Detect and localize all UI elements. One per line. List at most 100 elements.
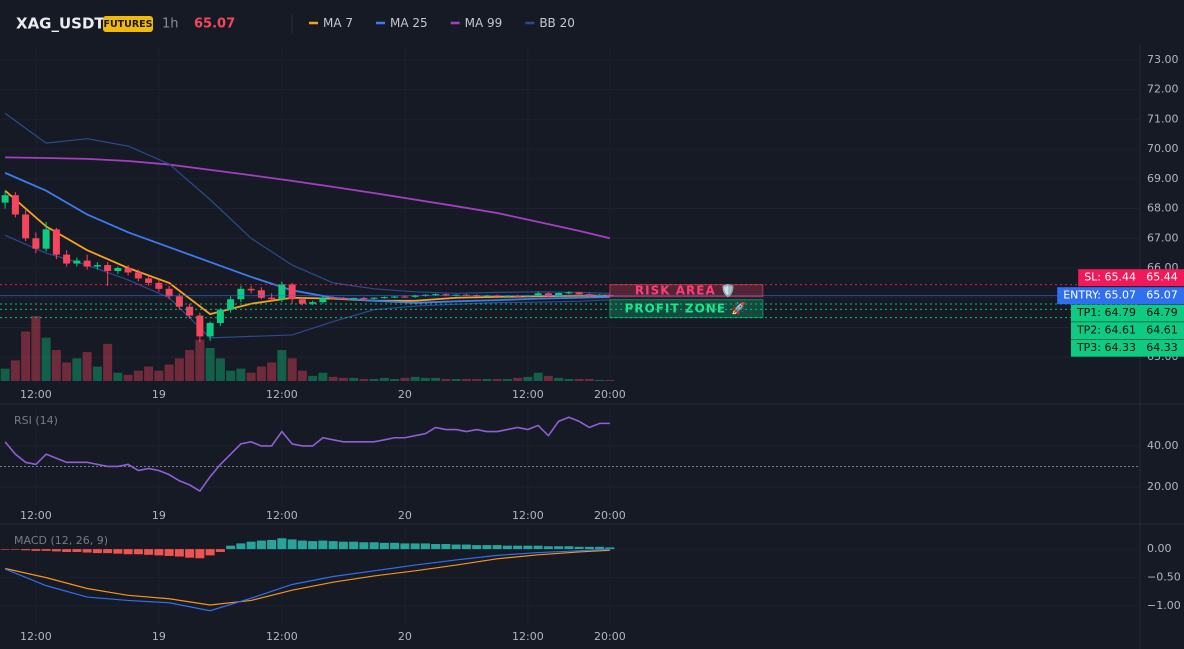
y-tick-label: −0.50: [1147, 571, 1181, 584]
moving-average: [4, 172, 610, 304]
signal-line: [4, 549, 610, 606]
pane-title: RSI (14): [14, 414, 58, 427]
y-tick-label: 72.00: [1147, 83, 1179, 96]
volume-bar: [72, 358, 82, 381]
volume-bar: [174, 358, 184, 381]
x-tick-label: 12:00: [512, 509, 544, 522]
level-price-bg: [1140, 269, 1184, 287]
volume-bar: [584, 378, 594, 381]
candle-body: [32, 238, 40, 249]
histogram-bar: [308, 541, 318, 550]
volume-bar: [513, 377, 523, 381]
volume-bar: [185, 350, 195, 381]
histogram-bar: [41, 549, 51, 551]
volume-bar: [390, 378, 400, 381]
histogram-bar: [103, 549, 113, 554]
legend: MA 7 MA 25 MA 99 BB 20: [309, 16, 575, 30]
histogram-bar: [574, 546, 584, 550]
zone-label: RISK AREA 🛡️: [635, 284, 737, 298]
candle-body: [257, 290, 265, 298]
x-tick-label: 20:00: [594, 388, 626, 401]
pane-title: MACD (12, 26, 9): [14, 534, 108, 547]
y-tick-label: 69.00: [1147, 172, 1179, 185]
histogram-bar: [420, 543, 430, 550]
volume-bar: [31, 316, 41, 381]
level-price: 64.61: [1146, 324, 1178, 337]
x-tick-label: 19: [152, 388, 166, 401]
x-tick-label: 20:00: [594, 630, 626, 643]
candle-body: [104, 265, 112, 271]
bollinger-band: [4, 112, 610, 294]
histogram-bar: [92, 549, 102, 554]
volume-bar: [92, 366, 102, 381]
y-tick-label: 0.00: [1147, 542, 1172, 555]
histogram-bar: [72, 549, 82, 552]
histogram-bar: [349, 541, 359, 550]
zone: [609, 284, 764, 298]
legend-label: MA 25: [390, 16, 428, 30]
histogram-bar: [174, 549, 184, 557]
volume-bar: [113, 372, 123, 381]
volume-bar: [472, 378, 482, 381]
zone-label: PROFIT ZONE 🚀: [625, 302, 748, 316]
candle-body: [134, 272, 142, 279]
volume-bar: [338, 377, 348, 381]
candle-body: [585, 294, 593, 296]
volume-bar: [82, 352, 92, 381]
volume-bar: [574, 378, 584, 381]
y-tick-label: 40.00: [1147, 439, 1179, 452]
histogram-bar: [185, 549, 195, 558]
volume-bar: [523, 376, 533, 381]
level-price-bg: [1140, 339, 1184, 357]
candle-body: [370, 297, 378, 299]
candle-body: [216, 309, 224, 324]
candle-body: [22, 214, 30, 239]
volume-bar: [195, 339, 205, 381]
macd-line: [4, 548, 610, 612]
histogram-bar: [267, 539, 277, 550]
volume-bar: [451, 378, 461, 381]
volume-bar: [410, 376, 420, 381]
candle-body: [288, 284, 296, 300]
candle-body: [247, 288, 255, 291]
y-tick-label: 73.00: [1147, 53, 1179, 66]
level-price-bg: [1140, 322, 1184, 340]
volume-bar: [369, 378, 379, 381]
y-tick-label: 20.00: [1147, 480, 1179, 493]
candle-body: [565, 292, 573, 294]
volume-bar: [492, 378, 502, 381]
candle-body: [380, 297, 388, 299]
volume-bar: [133, 370, 143, 381]
candle-body: [114, 268, 122, 271]
volume-bar: [441, 378, 451, 381]
x-tick-label: 12:00: [266, 388, 298, 401]
candle-body: [329, 297, 337, 299]
candle-body: [534, 293, 542, 296]
candle-body: [278, 284, 286, 300]
histogram-bar: [554, 546, 564, 550]
candle-body: [360, 298, 368, 300]
level-label-bg: [1057, 287, 1140, 305]
histogram-bar: [513, 545, 523, 550]
symbol: XAG_USDT: [16, 15, 105, 33]
histogram-bar: [410, 543, 420, 550]
volume-bar: [431, 377, 441, 381]
candle-body: [155, 282, 163, 289]
legend-label: MA 7: [323, 16, 353, 30]
candle-body: [298, 299, 306, 304]
level-label-bg: [1070, 339, 1140, 357]
histogram-bar: [502, 545, 512, 550]
candle-body: [1, 195, 9, 203]
histogram-bar: [62, 549, 72, 552]
histogram-bar: [287, 539, 297, 550]
volume-bar: [420, 377, 430, 381]
candle-body: [196, 315, 204, 337]
histogram-bar: [164, 549, 174, 556]
histogram-bar: [461, 544, 471, 550]
legend-label: MA 99: [465, 16, 503, 30]
histogram-bar: [133, 549, 143, 555]
histogram-bar: [236, 543, 246, 550]
histogram-bar: [492, 545, 502, 550]
volume-bar: [277, 350, 287, 381]
